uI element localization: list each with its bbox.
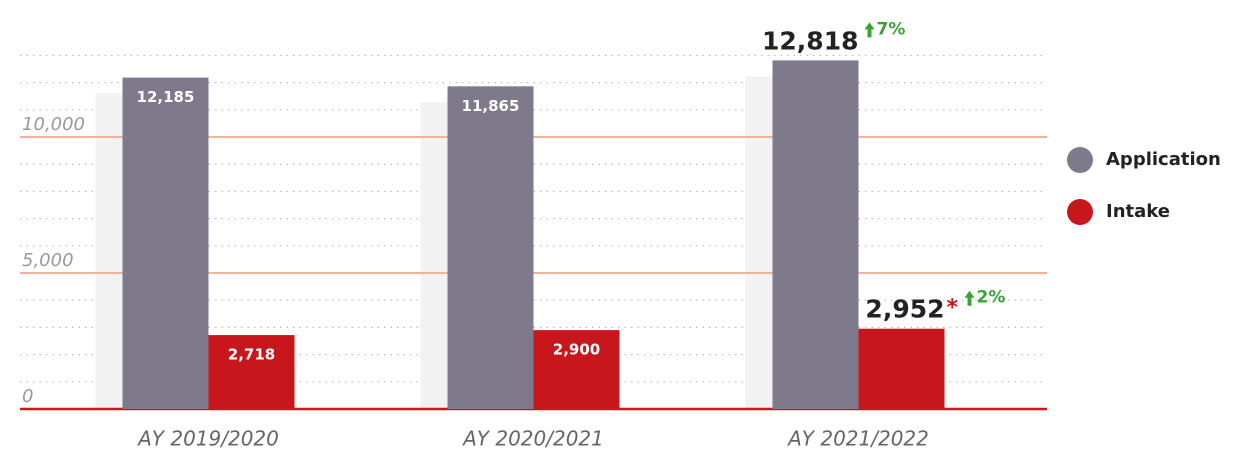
value-label: 12,818 [762,26,858,55]
bar [858,328,945,409]
annotation: 7% [877,19,906,39]
legend-swatch [1067,199,1093,225]
annotation: 2% [977,288,1006,308]
legend-swatch [1067,147,1093,173]
x-tick-label: AY 2020/2021 [461,427,604,451]
value-label: 11,865 [462,97,520,115]
y-tick-label: 10,000 [22,114,85,135]
value-label: 12,185 [137,88,195,106]
bar [447,86,534,409]
value-label: 2,900 [553,341,600,359]
value-label: 2,718 [228,346,275,364]
legend-label: Intake [1106,201,1170,222]
legend-label: Application [1106,149,1221,170]
arrow-up [864,22,875,38]
bar [122,77,209,410]
value-label: 2,952 [865,295,944,324]
arrow-up [964,290,975,306]
bar [772,60,859,409]
x-tick-label: AY 2021/2022 [786,427,929,451]
bar [208,335,295,409]
annotation-marker: * [947,296,959,321]
x-tick-label: AY 2019/2020 [136,427,279,451]
y-tick-label: 5,000 [22,250,74,271]
bar [533,330,620,409]
y-tick-label: 0 [22,386,33,407]
